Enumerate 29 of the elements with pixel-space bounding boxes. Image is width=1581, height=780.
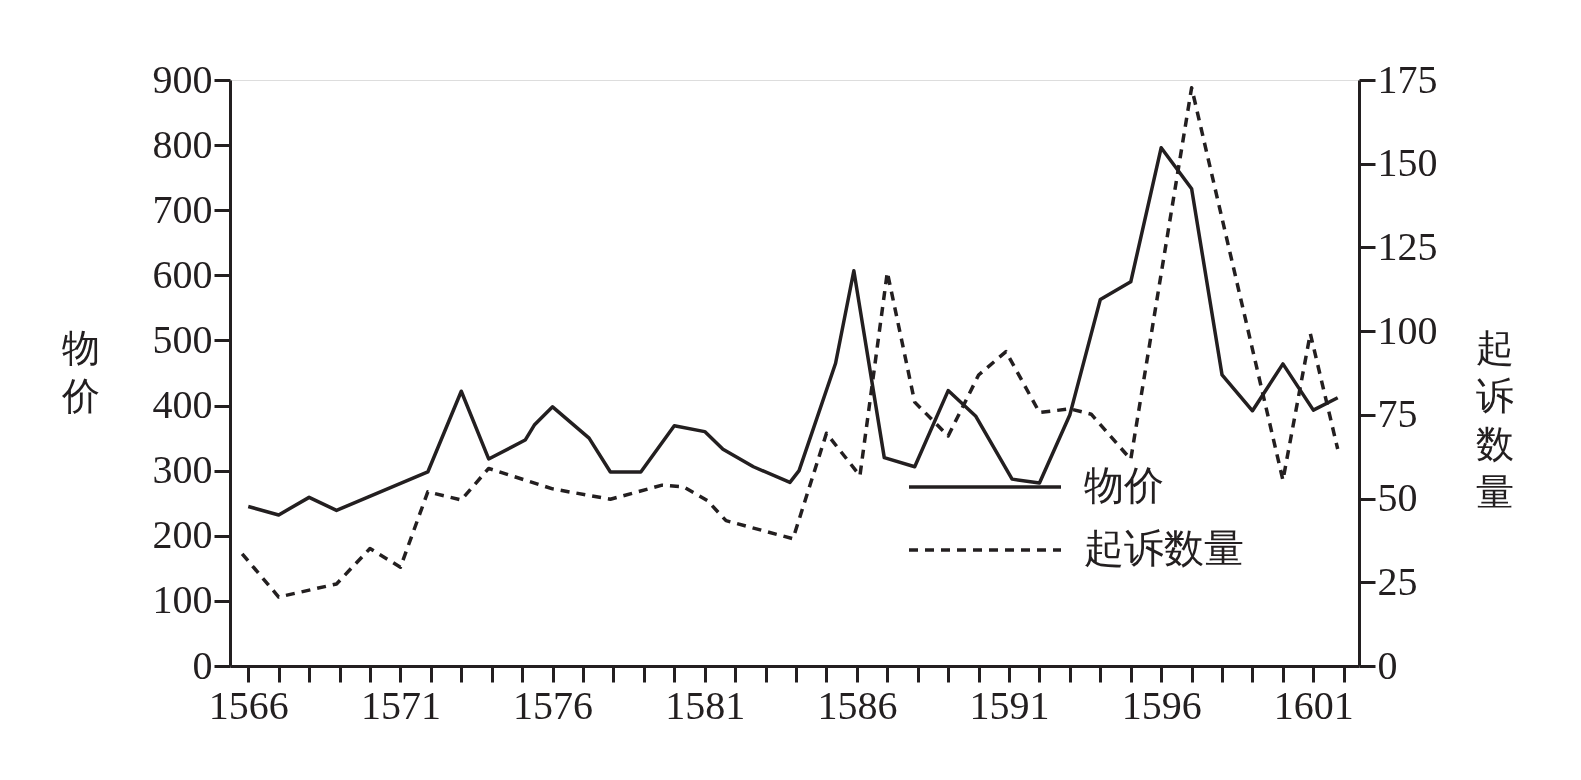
y2-tick-label: 175: [1377, 56, 1438, 102]
y2-tick-label: 125: [1377, 223, 1438, 269]
x-tick-label: 1601: [1273, 682, 1354, 728]
x-tick-label: 1591: [969, 682, 1050, 728]
y-tick-label: 300: [152, 447, 213, 493]
y-tick-label: 900: [152, 56, 213, 102]
y-axis-title: 物价: [60, 326, 100, 417]
y-tick-label: 600: [152, 251, 213, 297]
legend-label: 起诉数量: [1084, 526, 1244, 571]
y2-tick-label: 25: [1377, 558, 1418, 604]
x-tick-label: 1576: [513, 682, 594, 728]
y2-tick-label: 75: [1377, 391, 1418, 437]
y2-tick-label: 100: [1377, 307, 1438, 353]
y-tick-label: 200: [152, 512, 213, 558]
y-tick-label: 400: [152, 382, 213, 428]
legend-label: 物价: [1084, 463, 1164, 508]
y2-axis-title: 起诉数量: [1475, 326, 1514, 513]
y2-tick-label: 50: [1377, 475, 1418, 521]
x-tick-label: 1586: [817, 682, 898, 728]
y-tick-label: 500: [152, 316, 213, 362]
y2-tick-label: 0: [1377, 642, 1398, 688]
line-series: [240, 85, 1340, 599]
y2-tick-label: 150: [1377, 140, 1438, 186]
y-tick-label: 700: [152, 186, 213, 232]
x-tick-label: 1581: [665, 682, 746, 728]
x-tick-label: 1596: [1121, 682, 1202, 728]
y-tick-label: 100: [152, 577, 213, 623]
x-tick-label: 1571: [360, 682, 441, 728]
y-tick-label: 800: [152, 121, 213, 167]
